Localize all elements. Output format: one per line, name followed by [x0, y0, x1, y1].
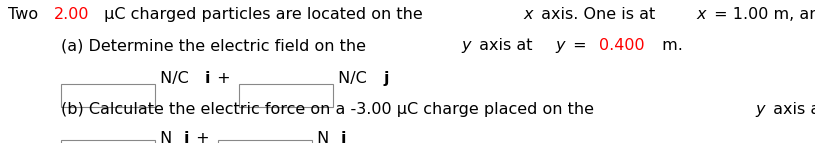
FancyBboxPatch shape	[240, 84, 333, 107]
Text: =: =	[568, 38, 592, 53]
Text: axis at: axis at	[474, 38, 537, 53]
Text: 0.400: 0.400	[598, 38, 644, 53]
Text: y: y	[756, 102, 765, 117]
Text: m.: m.	[658, 38, 683, 53]
Text: Two: Two	[8, 7, 43, 22]
Text: = 1.00 m, and the other is at: = 1.00 m, and the other is at	[709, 7, 815, 22]
Text: axis. One is at: axis. One is at	[536, 7, 660, 22]
Text: μC charged particles are located on the: μC charged particles are located on the	[99, 7, 429, 22]
Text: i: i	[183, 131, 189, 143]
Text: N: N	[312, 131, 334, 143]
Text: N/C: N/C	[155, 71, 194, 86]
Text: y: y	[461, 38, 471, 53]
FancyBboxPatch shape	[61, 140, 155, 143]
Text: axis at: axis at	[768, 102, 815, 117]
Text: N: N	[155, 131, 177, 143]
Text: N/C: N/C	[333, 71, 372, 86]
Text: j: j	[383, 71, 389, 86]
Text: (a) Determine the electric field on the: (a) Determine the electric field on the	[61, 38, 372, 53]
Text: 2.00: 2.00	[54, 7, 89, 22]
Text: x: x	[697, 7, 706, 22]
Text: j: j	[341, 131, 346, 143]
Text: y: y	[556, 38, 565, 53]
Text: +: +	[212, 71, 231, 86]
FancyBboxPatch shape	[218, 140, 312, 143]
Text: +: +	[191, 131, 209, 143]
FancyBboxPatch shape	[61, 84, 155, 107]
Text: x: x	[524, 7, 533, 22]
Text: i: i	[205, 71, 210, 86]
Text: (b) Calculate the electric force on a -3.00 μC charge placed on the: (b) Calculate the electric force on a -3…	[61, 102, 599, 117]
